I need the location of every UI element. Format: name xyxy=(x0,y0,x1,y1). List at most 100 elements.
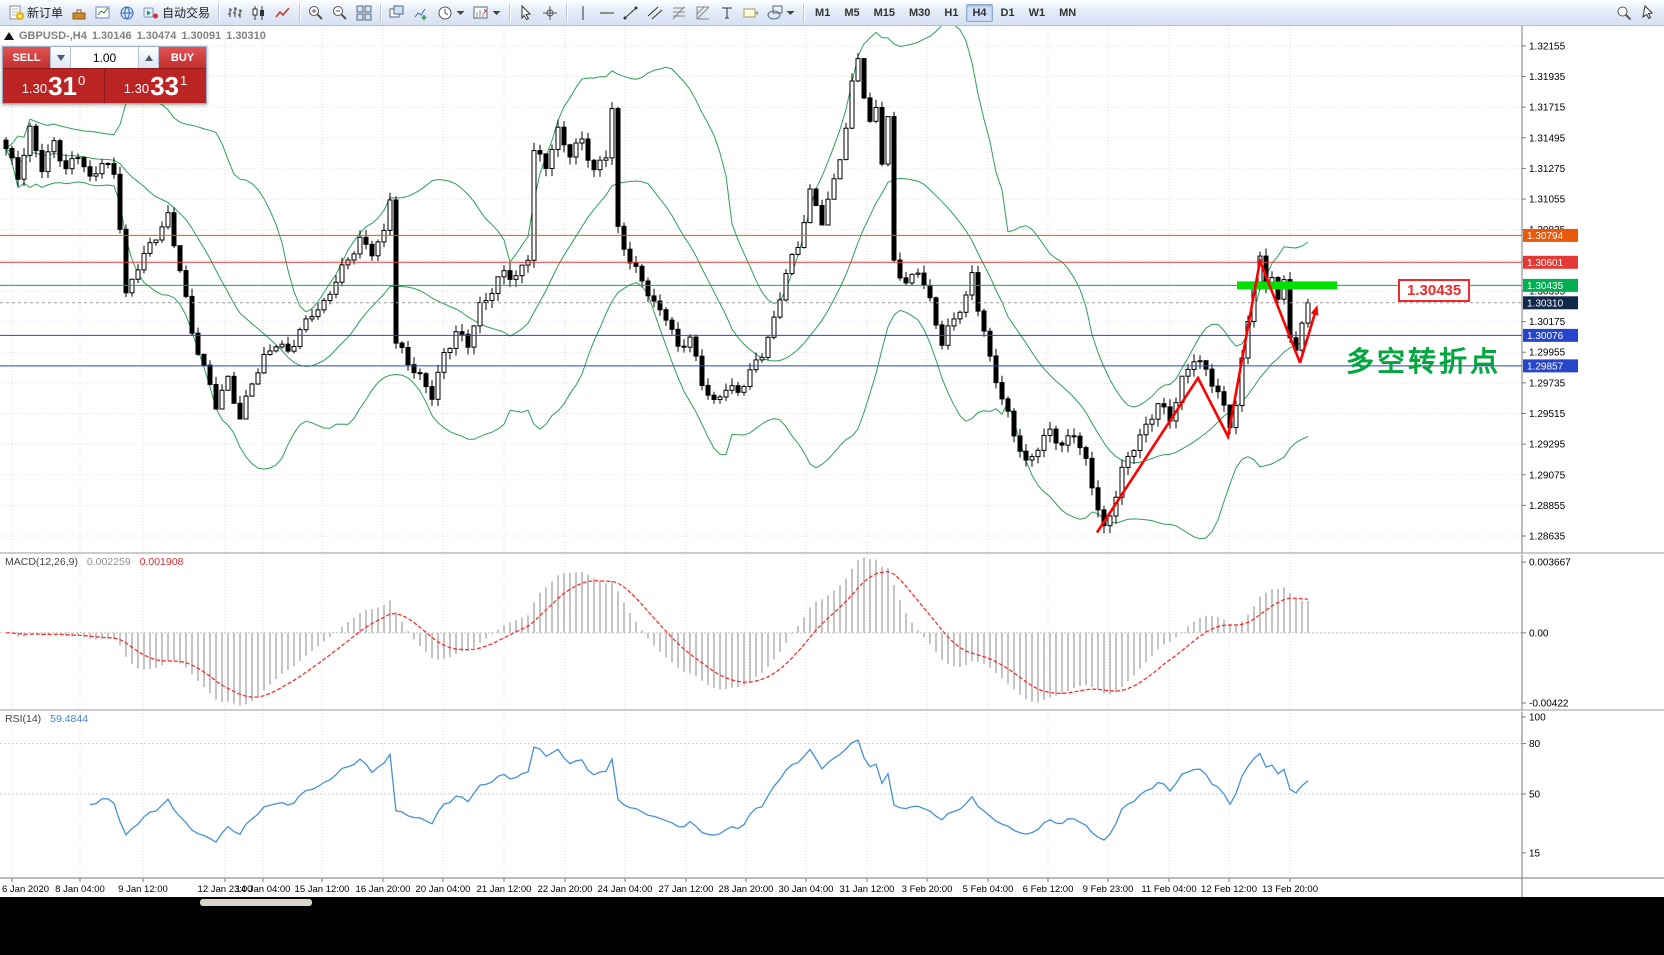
crosshair-button[interactable] xyxy=(538,2,562,24)
timeframe-h1-button[interactable]: H1 xyxy=(944,6,959,19)
shift-button[interactable] xyxy=(469,2,505,24)
linechart-button[interactable] xyxy=(271,2,295,24)
toolbar-separator xyxy=(218,3,220,22)
fibonacci-button[interactable] xyxy=(667,2,691,24)
sell-button[interactable]: SELL xyxy=(3,47,50,68)
rsi-pane[interactable] xyxy=(0,739,1522,843)
search-button[interactable] xyxy=(1612,2,1636,24)
timeframe-m1-button[interactable]: M1 xyxy=(815,6,831,19)
rsi-value: 59.4844 xyxy=(50,713,89,725)
gann-button[interactable] xyxy=(691,2,715,24)
scrollbar-thumb[interactable] xyxy=(200,899,312,906)
linechart-icon xyxy=(275,5,291,21)
time-label: 22 Jan 20:00 xyxy=(538,884,593,895)
ohlc-low: 1.30091 xyxy=(181,30,222,42)
zoom-in-icon xyxy=(308,5,324,21)
fibonacci-icon xyxy=(671,5,687,21)
bid-big-digits: 31 xyxy=(48,71,77,101)
indicators-add-button[interactable] xyxy=(409,2,433,24)
highlight-bar[interactable] xyxy=(1237,281,1337,290)
timeframe-m30-button[interactable]: M30 xyxy=(909,6,931,19)
axis-label: 1.29295 xyxy=(1529,440,1566,451)
time-label: 5 Feb 04:00 xyxy=(963,884,1014,895)
macd-signal-value: 0.001908 xyxy=(139,556,184,568)
timeframe-w1-button[interactable]: W1 xyxy=(1028,6,1046,19)
rsi-name: RSI(14) xyxy=(5,713,42,725)
toolbox-icon xyxy=(71,5,87,21)
new-order-button[interactable]: 新订单 xyxy=(4,2,67,24)
timeframe-d1-button[interactable]: D1 xyxy=(1000,6,1015,19)
macd-pane[interactable] xyxy=(0,557,1522,706)
volume-input[interactable] xyxy=(71,47,138,68)
buy-button[interactable]: BUY xyxy=(159,47,206,68)
timeframe-h4-button[interactable]: H4 xyxy=(966,3,993,22)
tile-button[interactable] xyxy=(352,2,376,24)
timeframe-m15-button[interactable]: M15 xyxy=(873,6,895,19)
cursor-button[interactable] xyxy=(514,2,538,24)
time-label: 13 Feb 20:00 xyxy=(1262,884,1318,895)
trendline-button[interactable] xyxy=(619,2,643,24)
toolbox-button[interactable] xyxy=(67,2,91,24)
timeframe-m5-button[interactable]: M5 xyxy=(844,6,860,19)
bid-price[interactable]: 1.30 31 0 xyxy=(3,69,105,103)
globe-button[interactable] xyxy=(115,2,139,24)
zoom-out-button[interactable] xyxy=(328,2,352,24)
time-axis[interactable]: 6 Jan 2020 8 Jan 04:00 9 Jan 12:00 12 Jan 2… xyxy=(0,877,1664,895)
autotrading-button[interactable]: 自动交易 xyxy=(139,2,214,24)
time-label: 15 Jan 12:00 xyxy=(295,884,350,895)
axis-label: 1.29955 xyxy=(1529,348,1566,359)
shapes-button[interactable] xyxy=(763,2,799,24)
axis-label: 1.28635 xyxy=(1529,532,1566,543)
indicators-add-icon xyxy=(413,5,429,21)
ohlc-high: 1.30474 xyxy=(136,30,177,42)
time-label: 16 Jan 20:00 xyxy=(356,884,411,895)
ohlc-close: 1.30310 xyxy=(226,30,266,42)
bollinger-bands xyxy=(5,26,1309,540)
vline-button[interactable] xyxy=(571,2,595,24)
bars-button[interactable] xyxy=(223,2,247,24)
caret-down-icon[interactable] xyxy=(492,5,501,21)
hline-button[interactable] xyxy=(595,2,619,24)
arrange-button[interactable] xyxy=(385,2,409,24)
toolbar-separator xyxy=(566,3,568,22)
label-button[interactable] xyxy=(739,2,763,24)
price-axis[interactable]: 1.32155 1.31935 1.31715 1.31495 1.31275 1.310… xyxy=(1521,26,1578,897)
candles-button[interactable] xyxy=(247,2,271,24)
price-line-label: 1.30601 xyxy=(1527,258,1564,269)
chart-window-icon xyxy=(95,5,111,21)
grid xyxy=(0,26,1522,878)
data-window-toggle-icon[interactable] xyxy=(4,32,14,40)
clock-button[interactable] xyxy=(433,2,469,24)
text-button[interactable] xyxy=(715,2,739,24)
time-label: 6 Feb 12:00 xyxy=(1023,884,1074,895)
chinese-annotation-text[interactable]: 多空转折点 xyxy=(1346,346,1502,377)
pointer-icon xyxy=(1640,4,1656,21)
tile-icon xyxy=(356,5,372,21)
caret-down-icon[interactable] xyxy=(786,5,795,21)
caret-down-icon[interactable] xyxy=(456,5,465,21)
pointer-button[interactable] xyxy=(1636,2,1660,24)
axis-label: 1.31495 xyxy=(1529,133,1566,144)
new-order-icon xyxy=(8,5,24,21)
time-label: 24 Jan 04:00 xyxy=(598,884,653,895)
chart-window-button[interactable] xyxy=(91,2,115,24)
time-label: 28 Jan 20:00 xyxy=(719,884,774,895)
trend-zigzag-line[interactable] xyxy=(1095,256,1302,534)
trend-arrow[interactable] xyxy=(1298,305,1319,364)
main-pane[interactable] xyxy=(0,26,1522,540)
chart-canvas[interactable]: 1.32155 1.31935 1.31715 1.31495 1.31275 1.310… xyxy=(0,26,1664,955)
zoom-in-button[interactable] xyxy=(304,2,328,24)
time-label: 27 Jan 12:00 xyxy=(659,884,714,895)
ask-price[interactable]: 1.30 33 1 xyxy=(105,69,206,103)
channel-icon xyxy=(647,5,663,21)
bottom-strip xyxy=(0,897,1664,955)
volume-increase-button[interactable] xyxy=(138,47,159,68)
time-label: 12 Feb 12:00 xyxy=(1201,884,1257,895)
volume-decrease-button[interactable] xyxy=(50,47,71,68)
toolbar-right-group xyxy=(1612,2,1660,24)
macd-main-value: 0.002259 xyxy=(86,556,131,568)
price-callout-label[interactable]: 1.30435 xyxy=(1398,279,1471,302)
channel-button[interactable] xyxy=(643,2,667,24)
price-line-label: 1.30794 xyxy=(1527,231,1564,242)
timeframe-mn-button[interactable]: MN xyxy=(1059,6,1077,19)
